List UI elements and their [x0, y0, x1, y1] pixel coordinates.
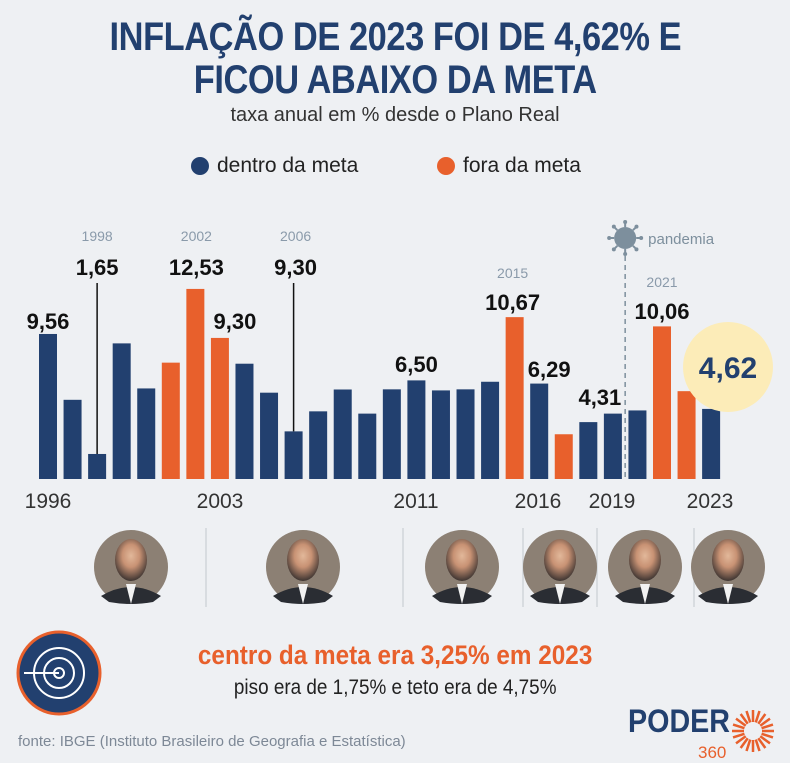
bar-2014 — [481, 381, 500, 479]
bar-2010 — [382, 389, 401, 479]
source-note: fonte: IBGE (Instituto Brasileiro de Geo… — [18, 733, 406, 750]
president-photo — [94, 530, 168, 604]
bar-2017 — [554, 434, 573, 479]
x-tick-label: 2023 — [687, 490, 734, 513]
bar-2020 — [628, 410, 647, 479]
bar-2019 — [603, 413, 622, 479]
target-headline: centro da meta era 3,25% em 2023 — [197, 640, 593, 670]
data-label-1996: 9,56 — [27, 309, 70, 334]
title-line-1: INFLAÇÃO DE 2023 FOI DE 4,62% E — [109, 15, 681, 59]
bar-2012 — [431, 390, 450, 479]
x-tick-label: 2011 — [393, 490, 438, 513]
bar-2003 — [210, 337, 229, 479]
bar-2023 — [702, 408, 721, 479]
president-photo — [266, 530, 340, 604]
data-label-2023: 4,62 — [699, 352, 757, 385]
target-icon — [16, 630, 102, 716]
sunburst-icon — [732, 710, 774, 752]
bar-2021 — [653, 326, 671, 479]
subtitle: taxa anual em % desde o Plano Real — [230, 104, 560, 126]
legend-swatch-blue — [191, 157, 209, 175]
president-photo — [425, 530, 499, 604]
logo-number: 360 — [698, 743, 726, 762]
bar-1997 — [63, 399, 82, 479]
bar-2011 — [407, 380, 426, 479]
poder360-logo: PODER 360 — [628, 703, 774, 762]
legend-swatch-orange — [437, 157, 455, 175]
data-label-2021: 10,06 — [634, 299, 689, 324]
bar-2002 — [186, 288, 205, 479]
president-photo — [608, 530, 682, 604]
annotation-year-1998: 1998 — [82, 228, 113, 244]
bar-1996 — [39, 333, 57, 479]
data-label-2003: 9,30 — [214, 309, 257, 334]
legend-item-outside-target: fora da meta — [437, 154, 581, 178]
legend-label: fora da meta — [463, 154, 581, 177]
annotation-year-2015: 2015 — [497, 265, 528, 281]
annotation-year-2021: 2021 — [646, 274, 677, 290]
bar-1999 — [112, 343, 131, 479]
bar-2000 — [137, 388, 156, 479]
bar-2013 — [456, 389, 475, 479]
annotation-year-2002: 2002 — [181, 228, 212, 244]
bar-1998 — [88, 453, 107, 479]
bar-2005 — [260, 392, 279, 479]
presidents-row — [94, 528, 765, 607]
data-label-2015: 10,67 — [485, 290, 540, 315]
bar-2009 — [358, 413, 377, 479]
data-label-2016: 6,29 — [528, 357, 571, 382]
legend-label: dentro da meta — [217, 154, 359, 177]
x-tick-label: 2019 — [589, 490, 636, 513]
bar-2016 — [530, 383, 549, 479]
bar-2006 — [284, 431, 303, 479]
x-tick-label: 2016 — [515, 490, 562, 513]
data-label-2006: 9,30 — [274, 255, 317, 280]
legend-item-within-target: dentro da meta — [191, 154, 358, 178]
data-label-1998: 1,65 — [76, 255, 119, 280]
bar-2004 — [235, 363, 254, 479]
bar-2018 — [579, 422, 598, 479]
bar-2022 — [677, 391, 696, 479]
bar-2007 — [309, 411, 328, 479]
logo-text: PODER — [628, 703, 730, 739]
president-photo — [691, 530, 765, 604]
president-photo — [523, 530, 597, 604]
annotation-year-2006: 2006 — [280, 228, 311, 244]
bar-chart: pandemia 1996 2003 2011 2016 2019 2023 9,56 1998… — [25, 220, 773, 513]
title-line-2: FICOU ABAIXO DA META — [193, 58, 597, 102]
data-label-2002: 12,53 — [169, 255, 224, 280]
data-label-2011: 6,50 — [395, 352, 438, 377]
target-detail: piso era de 1,75% e teto era de 4,75% — [233, 676, 557, 699]
virus-icon — [607, 220, 644, 256]
data-label-2019: 4,31 — [578, 385, 621, 410]
highlight-circle — [683, 322, 773, 412]
bar-2001 — [161, 362, 180, 479]
pandemic-label: pandemia — [648, 231, 715, 248]
bar-2015 — [505, 317, 524, 479]
x-tick-label: 2003 — [197, 490, 244, 513]
x-tick-label: 1996 — [25, 490, 72, 513]
bar-2008 — [333, 389, 352, 479]
